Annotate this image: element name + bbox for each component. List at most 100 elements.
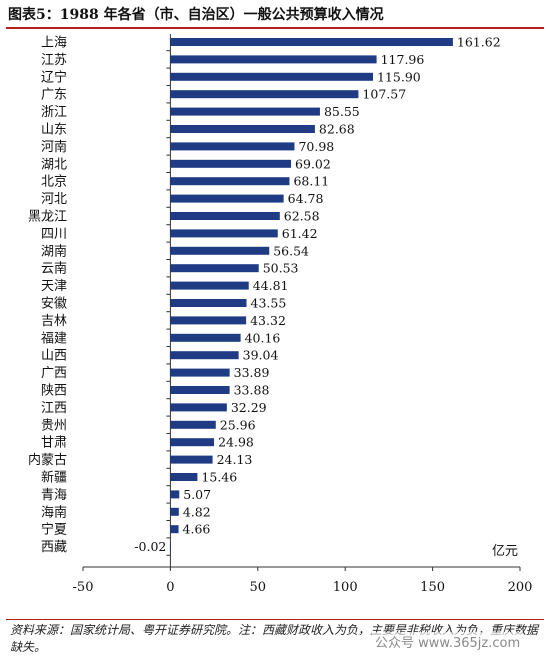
x-tick-label: 0 <box>166 580 174 595</box>
category-label: 河南 <box>41 139 67 155</box>
bar <box>170 264 259 273</box>
category-label: 湖南 <box>41 243 67 259</box>
data-label: 115.90 <box>377 69 421 84</box>
category-label: 西藏 <box>41 540 67 555</box>
bar <box>170 420 216 429</box>
data-label: 39.04 <box>243 348 279 363</box>
bar <box>170 351 239 360</box>
category-label: 吉林 <box>41 314 67 329</box>
bar <box>170 246 270 255</box>
title-rule <box>6 27 544 29</box>
bar <box>170 177 290 186</box>
category-label: 广西 <box>41 366 67 381</box>
category-label: 贵州 <box>41 418 67 433</box>
x-tick-label: 50 <box>250 580 267 595</box>
category-label: 新疆 <box>41 470 67 486</box>
bar <box>170 107 320 116</box>
data-label: 24.13 <box>217 452 253 467</box>
category-label: 上海 <box>41 36 67 51</box>
x-tick-label: 200 <box>508 580 533 595</box>
category-label: 山东 <box>41 123 67 138</box>
data-label: 50.53 <box>263 261 299 276</box>
category-label: 陕西 <box>41 384 67 399</box>
data-label: 32.29 <box>231 400 267 415</box>
category-label: 甘肃 <box>41 436 67 451</box>
data-label: 4.66 <box>183 522 211 537</box>
watermark: 公众号 www.365jz.com <box>372 632 524 651</box>
category-label: 云南 <box>41 261 67 277</box>
category-label: 天津 <box>41 279 67 294</box>
category-label: 安徽 <box>41 297 67 312</box>
data-label: 25.96 <box>220 417 256 432</box>
category-label: 青海 <box>41 488 67 503</box>
bar <box>170 542 171 551</box>
bar <box>170 333 241 342</box>
data-label: 117.96 <box>381 52 425 67</box>
bar <box>170 316 247 325</box>
data-label: 44.81 <box>253 278 289 293</box>
bar <box>170 403 227 412</box>
data-label: 15.46 <box>201 470 237 485</box>
data-label: 33.89 <box>234 365 270 380</box>
data-label: 161.62 <box>457 35 501 50</box>
data-label: 43.32 <box>250 313 286 328</box>
category-label: 宁夏 <box>41 522 67 538</box>
category-label: 北京 <box>41 175 67 190</box>
data-label: 85.55 <box>324 104 360 119</box>
x-tick-label: 100 <box>333 580 358 595</box>
category-label: 湖北 <box>41 157 67 172</box>
data-label: 82.68 <box>319 122 355 137</box>
data-label: 56.54 <box>273 243 309 258</box>
bar <box>170 72 373 81</box>
data-label: 24.98 <box>218 435 254 450</box>
category-label: 内蒙古 <box>28 452 67 468</box>
bar <box>170 438 215 447</box>
data-label: 61.42 <box>282 226 318 241</box>
bar <box>170 455 213 464</box>
chart-title: 图表5：1988 年各省（市、自治区）一般公共预算收入情况 <box>8 7 384 23</box>
footer-rule <box>6 619 544 620</box>
category-label: 江苏 <box>41 52 67 68</box>
category-label: 河北 <box>41 192 67 207</box>
bar <box>170 212 280 220</box>
bar <box>170 368 230 377</box>
data-label: 4.82 <box>183 504 211 519</box>
data-label: 40.16 <box>245 330 281 345</box>
bar <box>170 525 179 534</box>
bar <box>170 229 278 238</box>
bar <box>170 299 247 307</box>
bar <box>170 55 377 64</box>
bar <box>170 38 453 46</box>
category-label: 浙江 <box>41 105 67 120</box>
category-label: 辽宁 <box>41 69 67 85</box>
category-label: 四川 <box>41 227 67 242</box>
x-tick-label: -50 <box>73 580 94 595</box>
data-label: 43.55 <box>251 296 287 311</box>
data-label: 107.57 <box>362 87 406 102</box>
bar <box>170 159 292 168</box>
unit-label: 亿元 <box>492 544 518 559</box>
bar <box>170 386 230 394</box>
category-label: 山西 <box>41 349 67 364</box>
bar <box>170 490 180 499</box>
bar <box>170 142 295 151</box>
x-tick-label: 150 <box>420 580 445 595</box>
category-label: 福建 <box>41 331 67 346</box>
data-label: 64.78 <box>288 191 324 206</box>
category-label: 广东 <box>41 88 67 103</box>
bar <box>170 281 249 290</box>
category-label: 江西 <box>41 401 67 416</box>
data-label: 69.02 <box>295 156 331 171</box>
bar <box>170 473 198 481</box>
bar <box>170 507 179 516</box>
data-label: 62.58 <box>284 209 320 224</box>
data-label: 5.07 <box>183 487 211 502</box>
data-label: 70.98 <box>298 139 334 154</box>
category-label: 黑龙江 <box>28 210 67 225</box>
bar <box>170 90 359 99</box>
data-label: -0.02 <box>134 539 166 554</box>
bar <box>170 125 315 133</box>
data-label: 33.88 <box>234 383 270 398</box>
category-label: 海南 <box>41 504 67 520</box>
bar <box>170 194 284 203</box>
